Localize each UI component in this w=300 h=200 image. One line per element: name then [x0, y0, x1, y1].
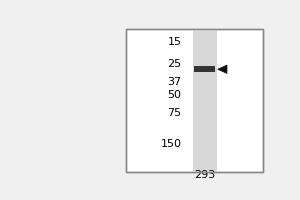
Bar: [126, 29, 263, 172]
Text: 75: 75: [167, 108, 182, 118]
Bar: [126, 29, 263, 172]
Text: 15: 15: [168, 37, 182, 47]
Text: 25: 25: [167, 59, 182, 69]
Text: 150: 150: [161, 139, 182, 149]
Bar: [193, 29, 217, 172]
Polygon shape: [218, 65, 227, 74]
Text: 293: 293: [194, 170, 215, 180]
Text: 50: 50: [168, 90, 182, 100]
Bar: [194, 66, 215, 72]
Text: 37: 37: [167, 77, 182, 87]
